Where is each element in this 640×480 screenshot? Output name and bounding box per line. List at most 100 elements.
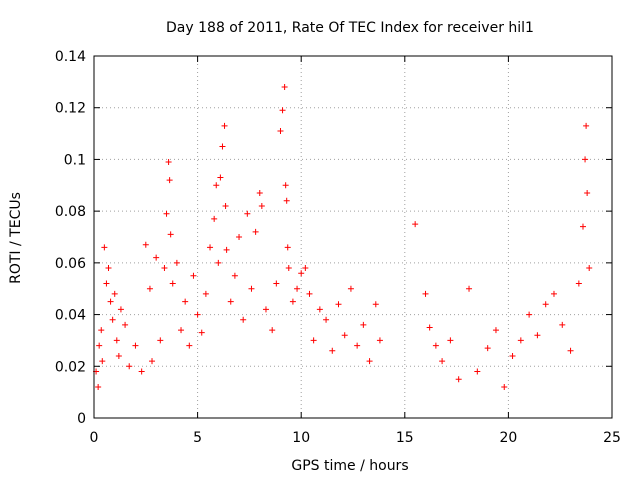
data-point <box>223 246 230 253</box>
data-point <box>202 290 209 297</box>
data-point <box>163 210 170 217</box>
data-point <box>559 321 566 328</box>
data-point <box>335 301 342 308</box>
x-tick-label: 0 <box>90 430 99 446</box>
data-point <box>526 311 533 318</box>
data-point <box>422 290 429 297</box>
data-point <box>281 84 288 91</box>
data-point <box>582 156 589 163</box>
data-point <box>298 270 305 277</box>
data-point <box>439 358 446 365</box>
data-point <box>284 244 291 251</box>
data-point <box>360 321 367 328</box>
data-point <box>306 290 313 297</box>
data-point <box>190 272 197 279</box>
data-point <box>426 324 433 331</box>
y-tick-label: 0.14 <box>55 49 86 65</box>
data-point <box>178 327 185 334</box>
data-point <box>258 202 265 209</box>
data-point <box>455 376 462 383</box>
data-point <box>198 329 205 336</box>
data-point <box>105 265 112 272</box>
data-point <box>372 301 379 308</box>
data-point <box>132 342 139 349</box>
data-point <box>474 368 481 375</box>
data-point <box>99 358 106 365</box>
y-tick-label: 0.08 <box>55 204 86 220</box>
data-point <box>95 383 102 390</box>
data-point <box>221 122 228 129</box>
data-point <box>98 327 105 334</box>
data-point <box>584 190 591 197</box>
data-point <box>115 352 122 359</box>
x-tick-label: 15 <box>396 430 414 446</box>
data-point <box>107 298 114 305</box>
data-point <box>484 345 491 352</box>
x-tick-label: 20 <box>499 430 517 446</box>
data-point <box>302 265 309 272</box>
x-tick-label: 10 <box>292 430 310 446</box>
data-point <box>236 234 243 240</box>
data-point <box>289 298 296 305</box>
grid <box>94 56 612 418</box>
data-point <box>269 327 276 334</box>
data-point <box>509 352 516 359</box>
data-point <box>167 231 174 238</box>
data-point <box>542 301 549 308</box>
data-points <box>93 84 593 390</box>
data-point <box>222 202 229 209</box>
data-point <box>347 285 354 292</box>
data-point <box>173 259 180 266</box>
data-point <box>101 244 108 251</box>
data-point <box>231 272 238 279</box>
data-point <box>316 306 323 313</box>
data-point <box>567 347 574 354</box>
data-point <box>166 177 173 184</box>
y-tick-label: 0 <box>77 411 86 427</box>
data-point <box>282 182 289 189</box>
data-point <box>182 298 189 305</box>
y-tick-label: 0.06 <box>55 256 86 272</box>
data-point <box>138 368 145 375</box>
data-point <box>142 241 149 248</box>
data-point <box>376 337 383 344</box>
data-point <box>492 327 499 334</box>
data-point <box>279 107 286 114</box>
data-point <box>153 254 160 261</box>
chart-title: Day 188 of 2011, Rate Of TEC Index for r… <box>166 20 534 36</box>
data-point <box>310 337 317 344</box>
data-point <box>122 321 129 328</box>
data-point <box>186 342 193 349</box>
data-point <box>157 337 164 344</box>
data-point <box>354 342 361 349</box>
data-point <box>323 316 330 323</box>
data-point <box>96 342 103 349</box>
data-point <box>534 332 541 339</box>
data-point <box>149 358 156 365</box>
data-point <box>579 223 586 230</box>
data-point <box>146 285 153 292</box>
data-point <box>262 306 269 313</box>
axis-ticks: 0 5 10 15 20 25 0 0.02 0.04 0.06 0.08 0.1 0.12 0.14 <box>55 49 621 446</box>
data-point <box>165 159 172 166</box>
data-point <box>117 306 124 313</box>
data-point <box>432 342 439 349</box>
data-point <box>501 383 508 390</box>
y-tick-label: 0.02 <box>55 359 86 375</box>
x-tick-label: 5 <box>193 430 202 446</box>
data-point <box>447 337 454 344</box>
data-point <box>329 347 336 354</box>
data-point <box>215 259 222 266</box>
data-point <box>219 143 226 150</box>
data-point <box>466 285 473 292</box>
data-point <box>109 316 116 323</box>
data-point <box>412 221 419 228</box>
data-point <box>103 280 110 287</box>
x-tick-label: 25 <box>603 430 621 446</box>
data-point <box>217 174 224 181</box>
data-point <box>256 190 263 197</box>
x-axis-label: GPS time / hours <box>291 458 408 474</box>
y-tick-label: 0.1 <box>64 152 86 168</box>
data-point <box>240 316 247 323</box>
